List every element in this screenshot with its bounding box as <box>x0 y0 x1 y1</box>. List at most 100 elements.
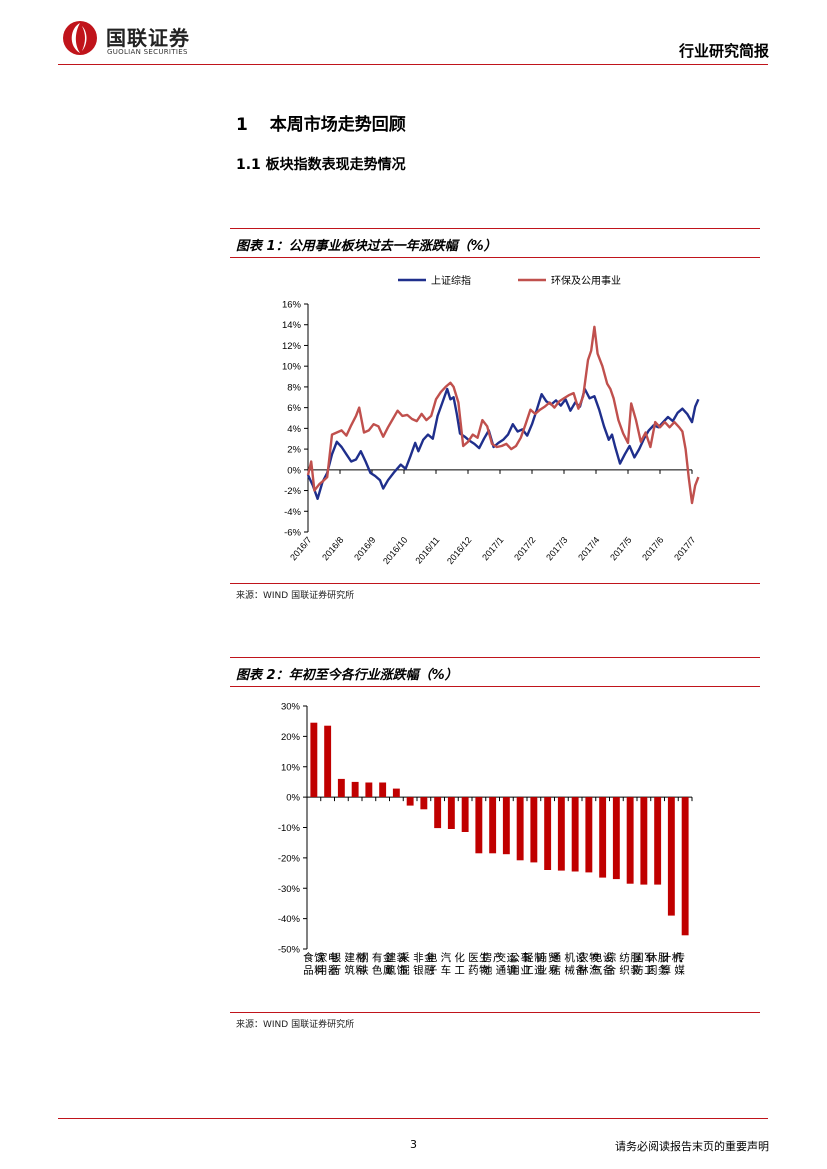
svg-text:械: 械 <box>564 964 575 977</box>
y-tick-label: 4% <box>287 424 301 435</box>
x-tick-label: 2017/1 <box>480 535 505 563</box>
svg-text:易: 易 <box>548 965 559 977</box>
svg-text:装: 装 <box>397 951 408 964</box>
x-tick-label: 2016/11 <box>413 535 441 566</box>
svg-text:钢: 钢 <box>358 951 369 964</box>
figure1-source: 来源：WIND 国联证券研究所 <box>236 591 355 601</box>
x-tick-label: 2017/3 <box>544 535 569 563</box>
section-heading: 1 本周市场走势回顾 <box>236 110 406 135</box>
svg-text:电: 电 <box>427 951 438 964</box>
svg-text:织: 织 <box>619 965 630 977</box>
svg-text:饰: 饰 <box>397 964 408 977</box>
svg-text:运: 运 <box>507 952 518 964</box>
figure2-bottom-rule <box>230 1012 760 1013</box>
bar <box>489 797 497 854</box>
category-label: 计算机 <box>661 951 683 977</box>
svg-text:采: 采 <box>399 952 410 964</box>
bar <box>337 778 345 798</box>
bar <box>544 797 552 870</box>
svg-text:通: 通 <box>551 952 562 964</box>
category-label: 采掘 <box>399 952 410 977</box>
x-tick-label: 2017/2 <box>512 535 537 563</box>
svg-text:料: 料 <box>314 964 325 977</box>
legend-label-1: 上证综指 <box>431 274 471 287</box>
svg-text:轻: 轻 <box>523 951 534 964</box>
bar <box>475 797 483 854</box>
svg-text:属: 属 <box>383 965 394 977</box>
bar <box>461 797 469 832</box>
bar <box>516 797 524 861</box>
svg-text:信: 信 <box>551 965 562 977</box>
category-label: 房地产 <box>482 951 504 977</box>
logo-mark <box>63 21 97 55</box>
svg-text:备: 备 <box>603 964 614 977</box>
bar <box>626 797 634 884</box>
bar <box>612 797 620 880</box>
svg-text:业: 业 <box>537 965 548 977</box>
y-tick-label: 20% <box>281 732 301 743</box>
line-chart: 上证综指 环保及公用事业 -6% -4% -2% 0% 2% 4% 6% 8% 10% 12% 14% 1… <box>282 274 700 566</box>
svg-text:渔: 渔 <box>589 965 600 977</box>
y-tick-label: 14% <box>282 320 302 331</box>
subsection-title: 1.1 板块指数表现走势情况 <box>236 157 406 173</box>
y-tick-label: 6% <box>287 403 301 414</box>
svg-text:食: 食 <box>303 951 314 964</box>
svg-text:装: 装 <box>630 964 641 977</box>
svg-text:制: 制 <box>534 951 545 964</box>
company-logo: 国联证券 GUOLIAN SECURITIES <box>60 16 220 60</box>
legend-label-2: 环保及公用事业 <box>551 274 621 287</box>
y-tick-label: -6% <box>284 528 301 539</box>
category-label: 电子 <box>427 951 438 977</box>
svg-text:汽: 汽 <box>441 951 452 964</box>
svg-text:输: 输 <box>507 964 518 977</box>
svg-text:铁: 铁 <box>358 964 369 977</box>
svg-text:通: 通 <box>496 965 507 977</box>
svg-text:物: 物 <box>479 964 490 977</box>
svg-text:用: 用 <box>509 965 520 977</box>
y-tick-label: 0% <box>287 465 301 476</box>
svg-text:化: 化 <box>454 951 465 964</box>
svg-text:地: 地 <box>482 964 493 977</box>
svg-text:闲: 闲 <box>647 964 658 977</box>
svg-text:交: 交 <box>496 951 507 964</box>
svg-text:掘: 掘 <box>399 964 410 977</box>
bar <box>324 725 332 798</box>
bar <box>310 722 318 798</box>
figure2-title-rule <box>230 686 760 687</box>
svg-text:药: 药 <box>468 965 479 977</box>
y-tick-label: 10% <box>282 362 302 373</box>
bar <box>654 797 662 885</box>
bar <box>640 797 648 885</box>
svg-text:建: 建 <box>386 951 397 964</box>
x-tick-label: 2016/9 <box>352 535 377 563</box>
y-tick-label: -50% <box>278 945 301 956</box>
svg-text:军: 军 <box>644 952 655 964</box>
svg-text:医: 医 <box>468 952 479 964</box>
bar <box>571 797 579 872</box>
category-label: 化工 <box>454 951 465 977</box>
bar <box>447 797 455 829</box>
y-tick-label: -4% <box>284 507 301 518</box>
svg-text:建: 建 <box>344 951 355 964</box>
x-tick-label: 2017/4 <box>576 535 601 563</box>
svg-text:事: 事 <box>520 951 531 964</box>
svg-text:材: 材 <box>355 951 366 964</box>
x-tick-label: 2016/12 <box>445 535 474 566</box>
footer-rule <box>58 1118 768 1119</box>
svg-text:金: 金 <box>383 951 394 964</box>
y-tick-label: 2% <box>287 445 301 456</box>
svg-text:电: 电 <box>592 951 603 964</box>
svg-text:工: 工 <box>644 965 655 977</box>
svg-text:融: 融 <box>424 965 435 977</box>
svg-text:气: 气 <box>592 964 603 977</box>
svg-text:务: 务 <box>658 964 669 977</box>
section-number: 1 <box>236 115 248 135</box>
x-tick-label: 2016/7 <box>288 535 313 563</box>
